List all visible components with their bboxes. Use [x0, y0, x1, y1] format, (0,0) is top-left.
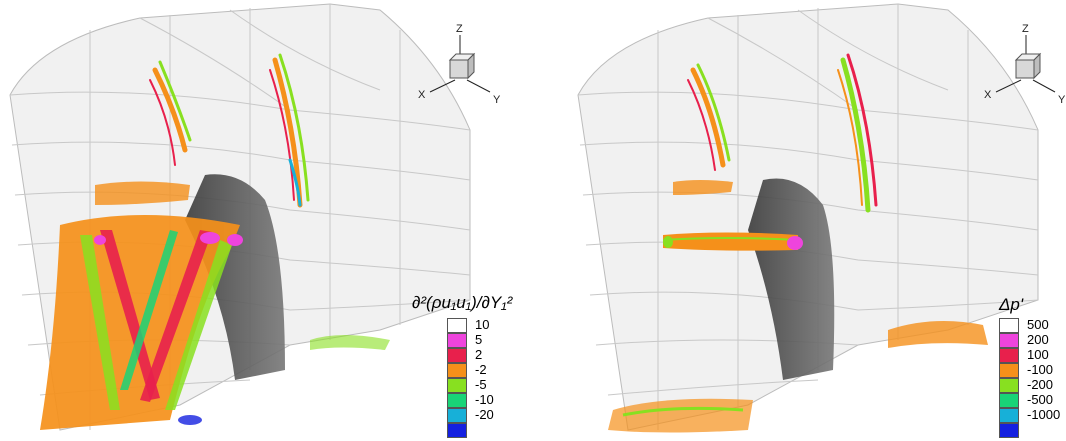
- axis-triad: Z X Y: [984, 23, 1066, 106]
- legend-swatch: [447, 378, 467, 393]
- legend-swatch: [999, 408, 1019, 423]
- color-legend: 10 5 2 -2 -5 -10 -20: [447, 317, 527, 440]
- legend-label: 500: [1027, 317, 1049, 332]
- legend-title: ∂²(ρu₁u₁)/∂Y₁²: [412, 293, 513, 312]
- legend-label: -500: [1027, 392, 1054, 407]
- legend-label: 2: [475, 347, 483, 362]
- legend-swatch: [999, 393, 1019, 408]
- grid-lines: [577, 4, 1039, 430]
- axis-z-label: Z: [1022, 23, 1029, 35]
- isosurface-lower: [40, 181, 390, 430]
- legend-title: Δp': [999, 295, 1024, 314]
- legend-label: -100: [1027, 362, 1054, 377]
- legend-swatch: [447, 333, 467, 348]
- legend-swatch: [999, 423, 1019, 438]
- legend-swatch: [447, 393, 467, 408]
- legend-label: 100: [1027, 347, 1049, 362]
- isosurface-lower: [608, 180, 988, 433]
- axis-z-label: Z: [456, 23, 463, 35]
- axis-x-label: X: [984, 89, 992, 101]
- isosurface-upper: [149, 53, 310, 208]
- legend-swatch: [447, 408, 467, 423]
- legend-swatch: [999, 363, 1019, 378]
- legend-label: -10: [475, 392, 494, 407]
- legend-swatch: [447, 423, 467, 438]
- axis-triad: Z X Y: [418, 23, 501, 106]
- left-3d-render: Z X Y: [9, 3, 501, 431]
- legend-label: -5: [475, 377, 487, 392]
- color-legend: 500 200 100 -100 -200 -500 -1000: [999, 317, 1065, 440]
- axis-y-label: Y: [1058, 94, 1066, 106]
- legend-swatch: [447, 318, 467, 333]
- axis-y-label: Y: [493, 94, 501, 106]
- right-figure-panel: Z X Y Δp' 500 200 100 -100 -200 -500 -10…: [533, 0, 1066, 441]
- left-figure-panel: Z X Y ∂²(ρu₁u₁)/∂Y₁² 10 5 2 -2 -5 -10 -2…: [9, 3, 527, 440]
- legend-swatch: [999, 378, 1019, 393]
- legend-label: 10: [475, 317, 490, 332]
- legend-label: 5: [475, 332, 483, 347]
- right-3d-render: Z X Y: [577, 3, 1066, 433]
- legend-label: -2: [475, 362, 487, 377]
- gray-surface: [748, 178, 835, 380]
- legend-label: -20: [475, 407, 494, 422]
- legend-label: 200: [1027, 332, 1049, 347]
- legend-label: -1000: [1027, 407, 1061, 422]
- axis-x-label: X: [418, 89, 426, 101]
- legend-label: -200: [1027, 377, 1054, 392]
- legend-swatch: [999, 318, 1019, 333]
- isosurface-upper: [687, 53, 878, 213]
- legend-swatch: [999, 348, 1019, 363]
- legend-swatch: [447, 363, 467, 378]
- legend-swatch: [447, 348, 467, 363]
- legend-swatch: [999, 333, 1019, 348]
